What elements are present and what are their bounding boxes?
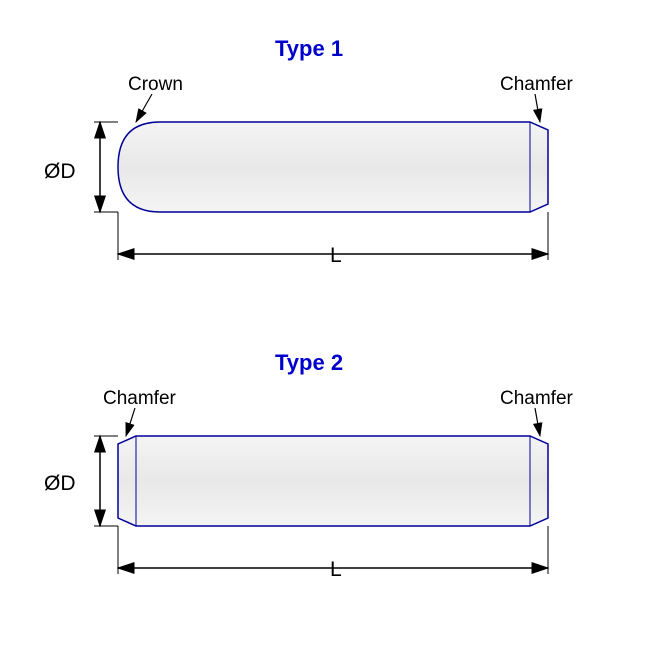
length-label-1: L	[330, 244, 342, 268]
type1-title: Type 1	[275, 36, 343, 62]
type2-title: Type 2	[275, 350, 343, 376]
chamfer-label-2-left: Chamfer	[103, 388, 176, 410]
diameter-label-2: ØD	[44, 472, 76, 496]
diameter-label-1: ØD	[44, 160, 76, 184]
chamfer-label-2-right: Chamfer	[500, 388, 573, 410]
length-label-2: L	[330, 558, 342, 582]
crown-label: Crown	[128, 74, 183, 96]
chamfer-label-1: Chamfer	[500, 74, 573, 96]
